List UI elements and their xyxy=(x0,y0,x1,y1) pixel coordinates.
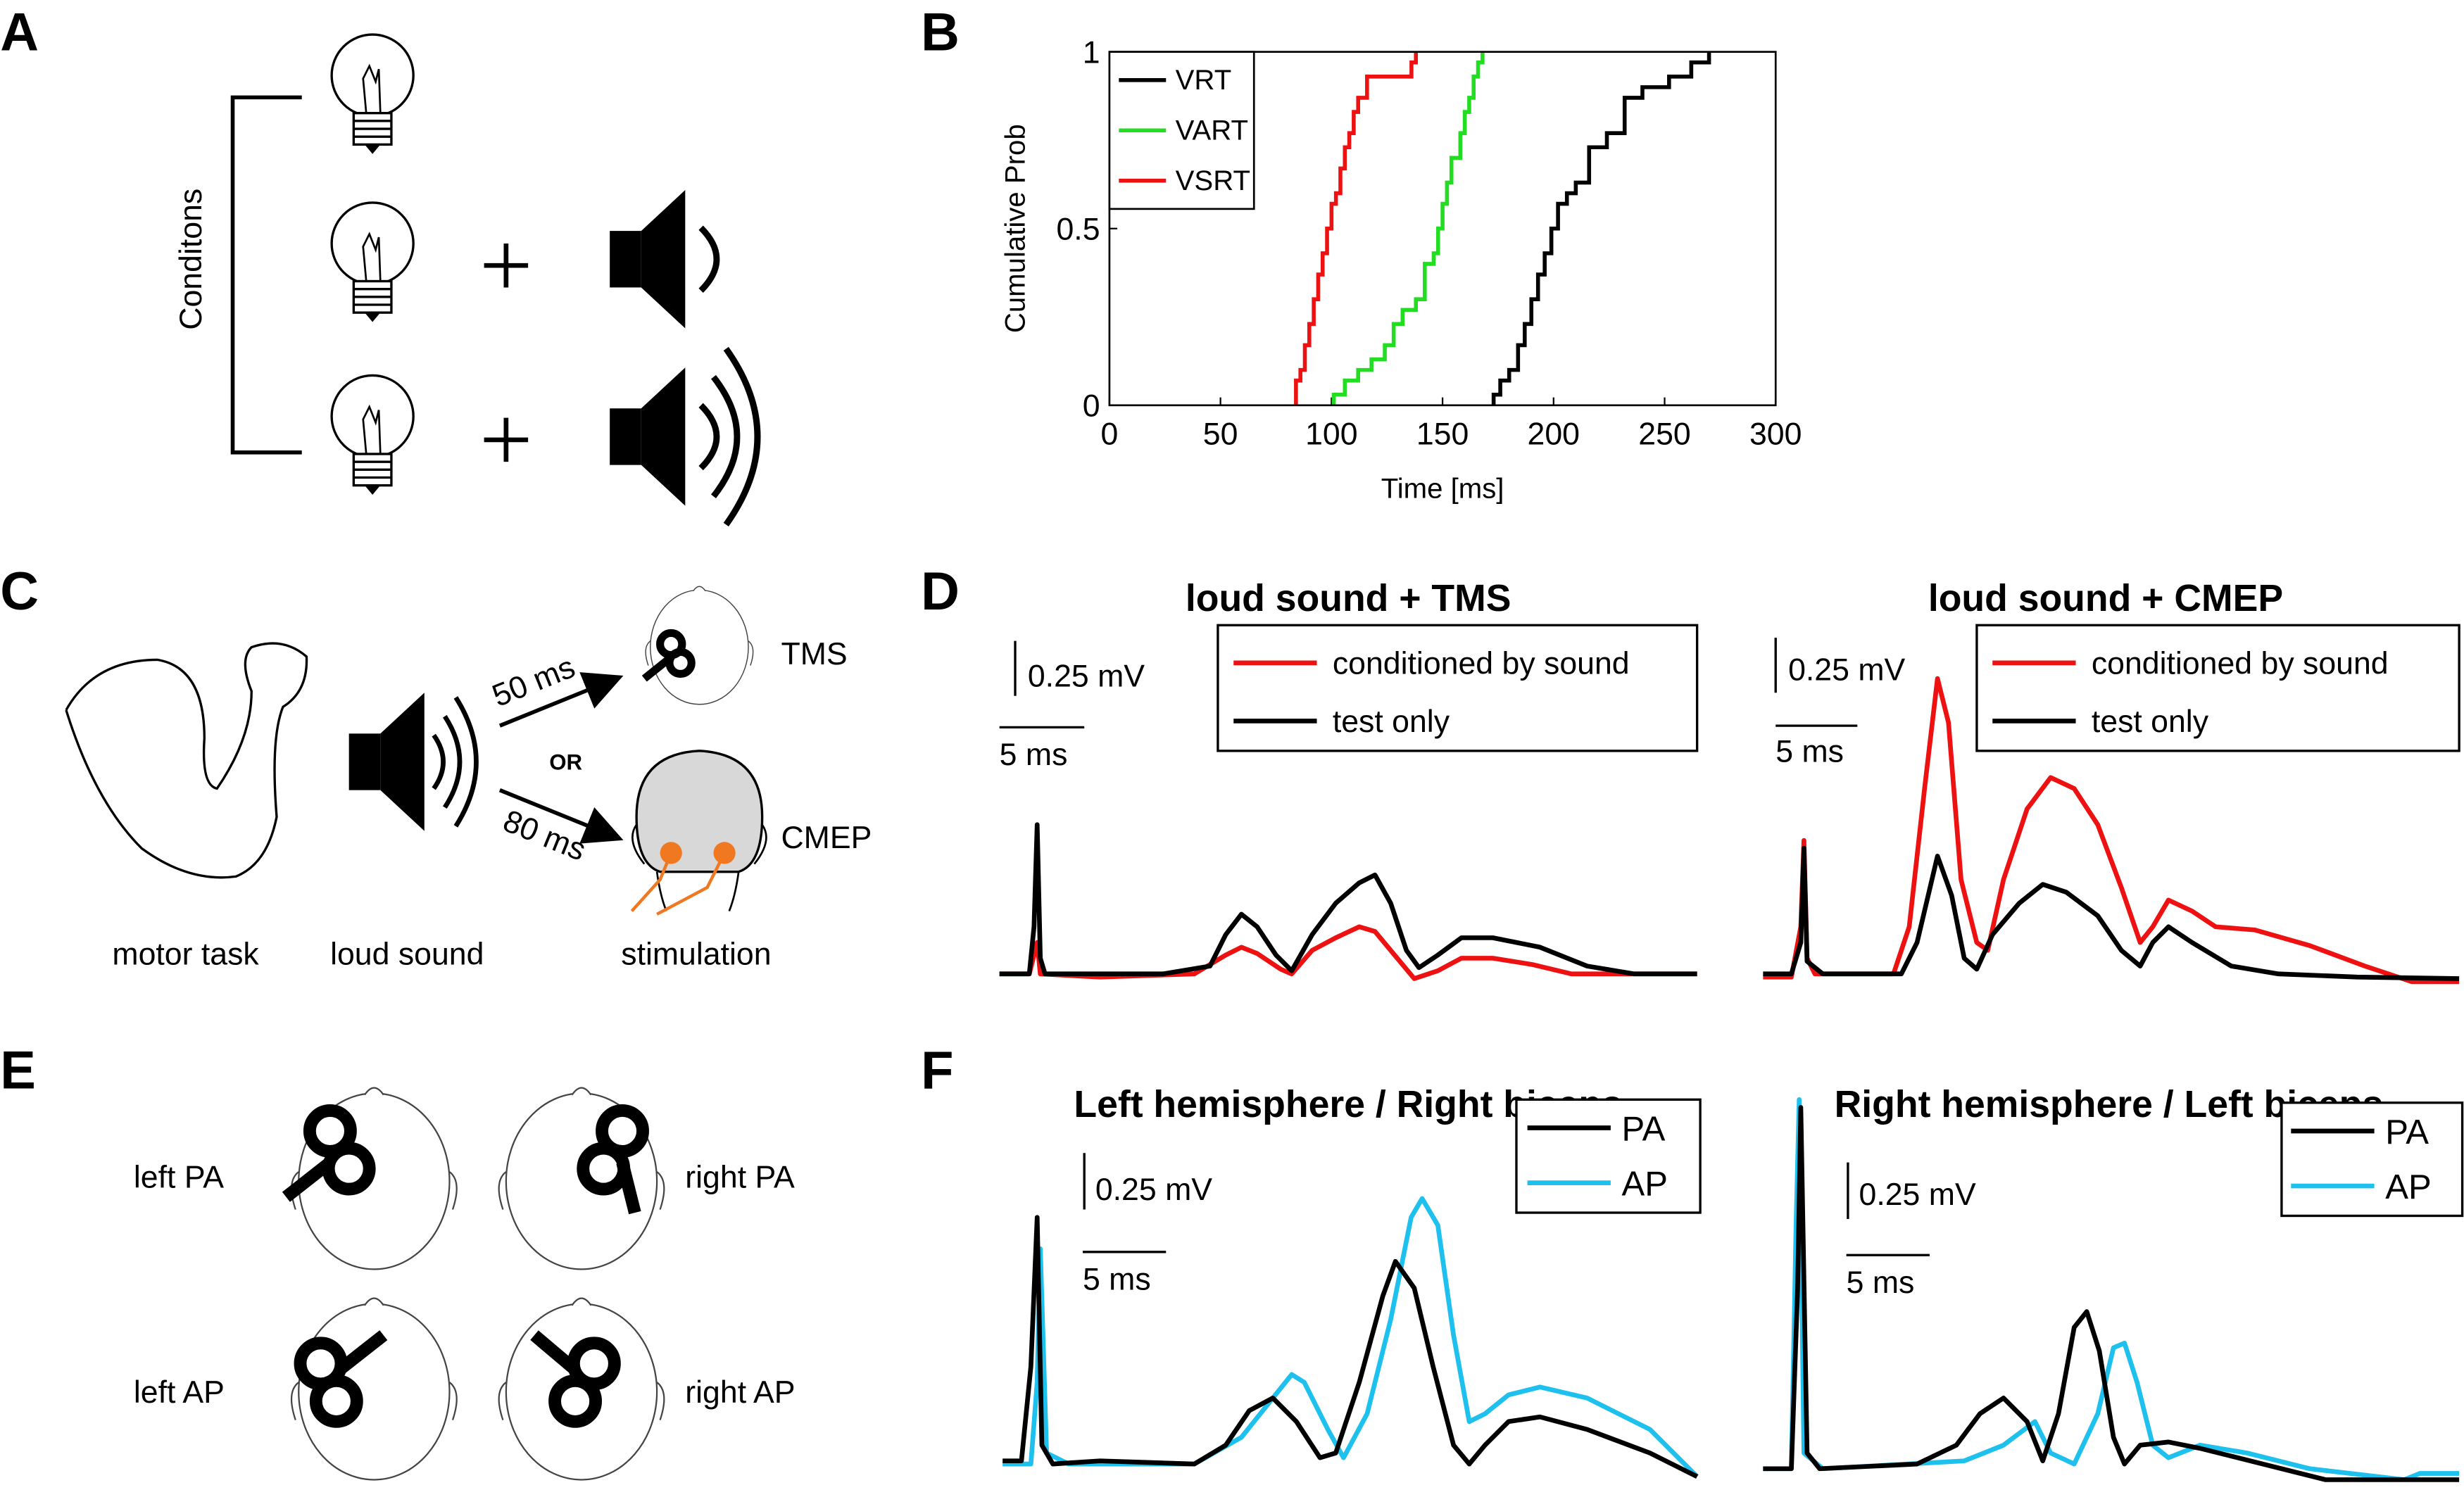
wires xyxy=(630,852,727,916)
trace xyxy=(1763,1105,2460,1482)
trace xyxy=(1763,676,2460,985)
legend-label: test only xyxy=(1333,705,1450,739)
legend-label: VRT xyxy=(1176,64,1232,96)
trace xyxy=(999,822,1697,977)
step-line xyxy=(1491,51,1711,405)
x-tick-label: 250 xyxy=(1638,417,1690,452)
legend-label: VART xyxy=(1176,115,1248,146)
legend xyxy=(2280,1101,2464,1218)
scale-label: 5 ms xyxy=(1000,738,1068,772)
legend-label: PA xyxy=(1622,1110,1666,1148)
config-label: right PA xyxy=(685,1160,795,1194)
legend-label: conditioned by sound xyxy=(1333,646,1630,681)
trace xyxy=(1002,1196,1699,1479)
axis-label: Conditons xyxy=(174,189,208,330)
trace xyxy=(1763,845,2460,981)
trace xyxy=(1763,1097,2460,1482)
delay-label: 50 ms xyxy=(488,650,580,714)
x-tick-label: 50 xyxy=(1203,417,1238,452)
caption: motor task xyxy=(112,937,259,971)
panel-labels: A B C D E F xyxy=(0,2,960,1100)
scale-label: 5 ms xyxy=(1775,734,1844,769)
scale-label: 5 ms xyxy=(1847,1265,1915,1300)
legend-label: AP xyxy=(2385,1168,2431,1206)
legend-label: conditioned by sound xyxy=(2092,646,2389,681)
head xyxy=(498,1297,665,1481)
trace xyxy=(999,924,1697,981)
plot-frame xyxy=(1108,51,1777,407)
panel-a: Conditons xyxy=(174,33,761,527)
speaker xyxy=(348,693,425,831)
panel-label: D xyxy=(921,562,960,621)
x-tick-label: 100 xyxy=(1305,417,1357,452)
panel-d: loud sound + TMS 0.25 mV 5 ms conditione… xyxy=(999,578,2460,985)
arm xyxy=(65,642,308,879)
scale-label: 5 ms xyxy=(1083,1262,1151,1296)
panel-label: B xyxy=(921,2,960,62)
sound-wave xyxy=(698,346,761,527)
arrow xyxy=(498,672,624,728)
head-cmep xyxy=(635,750,764,873)
panel-f: Left hemisphere / Right biceps 0.25 mV 5… xyxy=(1002,1084,2464,1482)
legend-label: PA xyxy=(2385,1113,2429,1151)
step-line xyxy=(1331,51,1485,405)
y-axis-label: Cumulative Prob xyxy=(999,124,1031,333)
x-tick-label: 200 xyxy=(1528,417,1580,452)
legend xyxy=(1975,624,2460,752)
sound-wave xyxy=(432,696,479,828)
legend-label: test only xyxy=(2092,705,2209,739)
x-tick-label: 150 xyxy=(1416,417,1469,452)
speaker xyxy=(610,367,686,506)
config-label: left AP xyxy=(134,1375,225,1410)
panel-e: left PA right PA left AP right AP xyxy=(134,1087,796,1481)
legend-label: VSRT xyxy=(1176,165,1250,196)
scale-label: 0.25 mV xyxy=(1028,659,1145,693)
plot-title: loud sound + CMEP xyxy=(1928,578,2283,619)
sound-wave xyxy=(698,225,720,293)
scale-label: 0.25 mV xyxy=(1859,1177,1976,1212)
config-label: left PA xyxy=(134,1160,224,1194)
panel-label: F xyxy=(921,1041,953,1101)
config-label: right AP xyxy=(685,1375,795,1410)
caption: loud sound xyxy=(330,937,484,971)
bulb xyxy=(330,33,415,156)
scale-label: 0.25 mV xyxy=(1095,1173,1212,1207)
or-label: OR xyxy=(549,750,582,775)
coils xyxy=(282,1104,649,1428)
bulb xyxy=(330,374,415,496)
scale-label: 0.25 mV xyxy=(1788,652,1905,687)
panel-label: A xyxy=(0,2,39,62)
trace xyxy=(1002,1215,1699,1479)
legend xyxy=(1515,1098,1702,1214)
x-tick-label: 300 xyxy=(1749,417,1802,452)
delay-label: 80 ms xyxy=(498,804,591,868)
neck xyxy=(631,823,767,911)
y-tick-label: 0.5 xyxy=(1056,212,1100,246)
coil xyxy=(641,629,696,682)
speaker xyxy=(610,190,686,329)
step-line xyxy=(1294,51,1419,405)
legend-label: AP xyxy=(1622,1165,1668,1203)
arrow xyxy=(498,788,624,844)
plot-title: loud sound + TMS xyxy=(1186,578,1511,619)
x-tick-label: 0 xyxy=(1100,417,1118,452)
panel-label: E xyxy=(0,1041,36,1101)
caption: stimulation xyxy=(621,937,771,971)
target-label: CMEP xyxy=(781,821,872,855)
panel-b: 0 50 100 150 200 250 300 0 0.5 1 Time [ms] Cumulati… xyxy=(999,35,1802,504)
bulb xyxy=(330,201,415,324)
plus xyxy=(484,243,529,462)
legend xyxy=(1217,624,1699,752)
y-tick-label: 0 xyxy=(1083,389,1100,423)
target-label: TMS xyxy=(781,637,847,671)
panel-label: C xyxy=(0,562,39,621)
panel-c: 50 ms 80 ms OR TMS CMEP motor task loud … xyxy=(65,586,872,971)
bracket xyxy=(230,95,302,455)
y-tick-label: 1 xyxy=(1083,35,1100,70)
x-axis-label: Time [ms] xyxy=(1381,473,1504,505)
